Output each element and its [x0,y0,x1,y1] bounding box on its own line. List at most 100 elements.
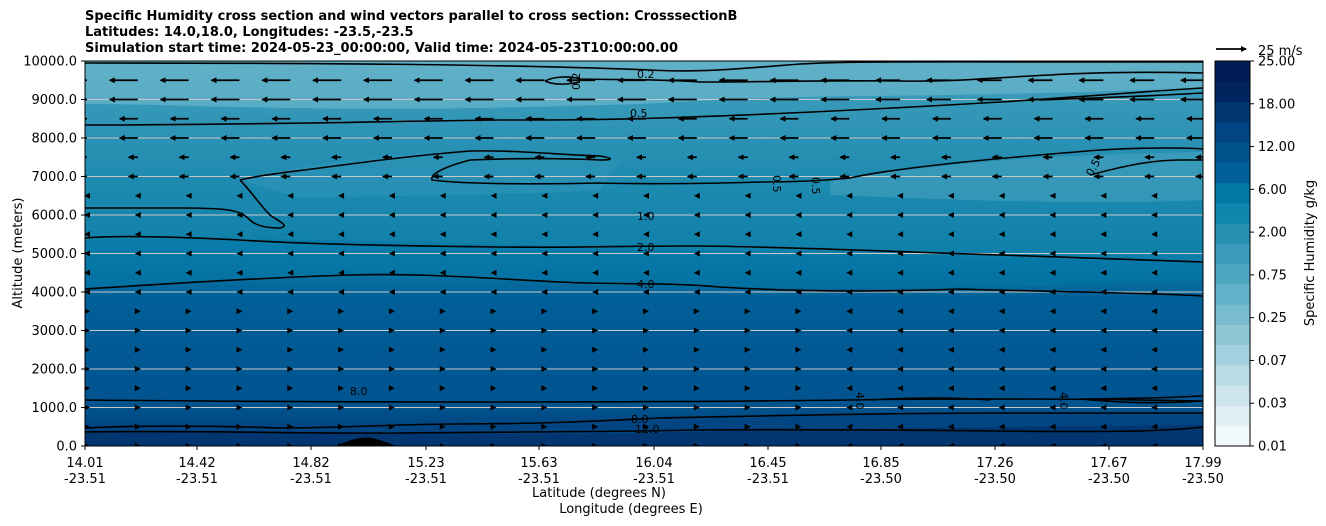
wind-vector [897,385,904,392]
colorbar-segment [1215,364,1250,386]
wind-vector [846,385,853,392]
wind-vector [85,250,90,257]
wind-vector [947,308,954,315]
wind-vector [388,269,395,276]
wind-vector [236,231,243,238]
wind-vector [490,366,497,372]
wind-vector [1151,212,1158,218]
wind-vector [592,250,599,257]
wind-vector [744,289,751,295]
wind-vector [1100,404,1107,411]
wind-vector [693,346,700,353]
wind-vector [947,385,954,392]
colorbar [1215,61,1250,447]
x-tick-lon: -23.51 [405,472,447,487]
wind-vector [1151,250,1158,257]
wind-vector [1100,308,1107,315]
wind-vector [846,346,853,353]
wind-vector [1049,385,1056,392]
wind-vector [744,443,751,446]
wind-vector [236,269,243,276]
wind-vector [1049,366,1056,372]
wind-vector [338,212,345,218]
y-tick-label: 7000.0 [32,170,78,185]
wind-vector [998,250,1005,257]
wind-vector [490,269,497,276]
wind-vector [643,269,649,276]
wind-vector [1151,289,1158,295]
wind-vector [1151,366,1158,372]
wind-vector [338,231,345,238]
wind-vector [338,327,345,334]
figure-title: Specific Humidity cross section and wind… [85,9,737,57]
x-tick-lat: 14.82 [292,456,329,471]
wind-vector [998,212,1005,218]
wind-vector [643,289,649,295]
wind-vector [490,423,497,430]
wind-vector [592,385,599,392]
contour-0.5-dry-left [85,147,1203,229]
contour-label: 0.2 [570,73,583,91]
wind-vector [643,212,649,218]
contour-12.0 [85,426,1203,434]
colorbar-segment [1215,202,1250,224]
x-tick-lon: -23.51 [176,472,218,487]
wind-vector [490,192,497,199]
contour-label: 12.0 [635,423,660,436]
contour-label: 0.2 [637,68,655,81]
wind-vector [693,423,700,430]
wind-vector [947,212,954,218]
wind-vector [947,423,954,430]
wind-vector [287,250,294,257]
wind-vector [795,366,802,372]
wind-vector [338,269,345,276]
wind-vector [236,443,243,446]
wind-vector [134,423,141,430]
wind-vector [541,366,548,372]
wind-vector [541,212,548,218]
wind-vector [693,366,700,372]
wind-vector [693,269,700,276]
wind-vector [85,385,90,391]
colorbar-segment [1215,243,1250,265]
colorbar-tick-label: 2.00 [1258,226,1287,241]
colorbar-segment [1215,182,1250,204]
wind-vector [439,308,446,315]
wind-vector [185,269,192,276]
wind-vector [85,308,90,314]
wind-vector [134,346,141,353]
wind-vector [287,423,294,430]
y-tick-label: 6000.0 [32,209,78,224]
colorbar-segment [1215,142,1250,163]
wind-vector [439,289,446,295]
x-tick-lat: 15.23 [407,456,444,471]
wind-vector [134,385,141,392]
colorbar-tick-label: 6.00 [1258,183,1287,198]
wind-vector [439,250,446,257]
wind-vector [744,346,751,353]
x-axis-label-longitude: Longitude (degrees E) [559,502,703,517]
wind-vector [236,423,243,430]
wind-vector [947,327,954,334]
x-axis-label-latitude: Latitude (degrees N) [532,486,666,501]
wind-vector [643,250,649,257]
wind-vector [1151,269,1158,276]
band-moist-layer [85,238,1203,290]
wind-vector [643,327,649,334]
y-tick-label: 5000.0 [32,247,78,262]
wind-vector [85,366,90,372]
wind-vector [388,443,395,446]
wind-vector [897,289,904,295]
y-tick-label: 3000.0 [32,324,78,339]
wind-vector [947,366,954,372]
colorbar-segment [1215,385,1250,406]
colorbar-segment [1215,324,1250,346]
wind-vector [897,346,904,353]
wind-vector [287,212,294,218]
wind-vector [338,366,345,372]
x-tick-lon: -23.51 [64,472,106,487]
wind-vector [439,366,446,372]
contour-label: 4.0 [1057,392,1070,410]
wind-vector [693,404,700,411]
wind-vector [897,423,904,430]
